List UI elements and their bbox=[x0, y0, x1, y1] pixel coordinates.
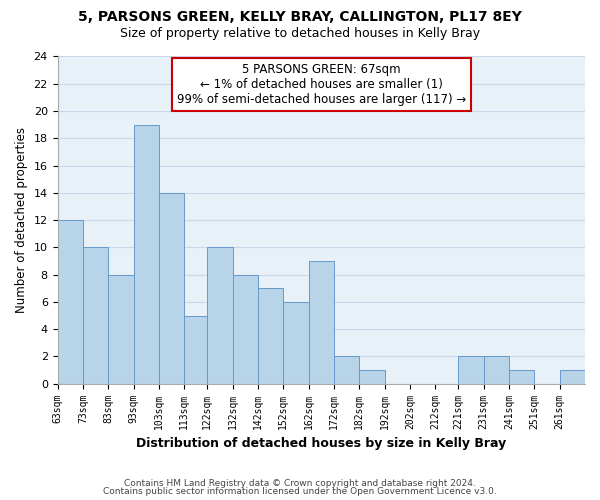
Y-axis label: Number of detached properties: Number of detached properties bbox=[15, 127, 28, 313]
Bar bbox=[108, 274, 134, 384]
Bar bbox=[258, 288, 283, 384]
Bar bbox=[207, 248, 233, 384]
Bar bbox=[359, 370, 385, 384]
Bar bbox=[134, 124, 159, 384]
Bar bbox=[560, 370, 585, 384]
Text: Contains public sector information licensed under the Open Government Licence v3: Contains public sector information licen… bbox=[103, 487, 497, 496]
Bar bbox=[83, 248, 108, 384]
Text: 5 PARSONS GREEN: 67sqm
← 1% of detached houses are smaller (1)
99% of semi-detac: 5 PARSONS GREEN: 67sqm ← 1% of detached … bbox=[176, 63, 466, 106]
Bar bbox=[233, 274, 258, 384]
Text: 5, PARSONS GREEN, KELLY BRAY, CALLINGTON, PL17 8EY: 5, PARSONS GREEN, KELLY BRAY, CALLINGTON… bbox=[78, 10, 522, 24]
Bar bbox=[509, 370, 534, 384]
Bar bbox=[283, 302, 308, 384]
Bar bbox=[484, 356, 509, 384]
Bar bbox=[58, 220, 83, 384]
Bar bbox=[334, 356, 359, 384]
Bar bbox=[458, 356, 484, 384]
X-axis label: Distribution of detached houses by size in Kelly Bray: Distribution of detached houses by size … bbox=[136, 437, 506, 450]
Text: Contains HM Land Registry data © Crown copyright and database right 2024.: Contains HM Land Registry data © Crown c… bbox=[124, 478, 476, 488]
Bar bbox=[308, 261, 334, 384]
Bar bbox=[184, 316, 207, 384]
Text: Size of property relative to detached houses in Kelly Bray: Size of property relative to detached ho… bbox=[120, 28, 480, 40]
Bar bbox=[159, 193, 184, 384]
